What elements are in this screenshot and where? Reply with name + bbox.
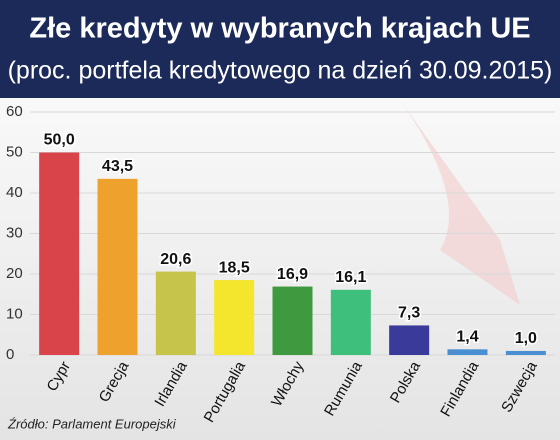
chart-title: Złe kredyty w wybranych krajach UE (29, 13, 530, 45)
y-tick-label: 50 (6, 143, 23, 160)
value-label: 18,5 (219, 259, 250, 276)
bar (330, 289, 371, 355)
decor-arrow (400, 100, 520, 305)
chart-subtitle: (proc. portfela kredytowego na dzień 30.… (8, 57, 553, 85)
value-label: 16,1 (335, 269, 366, 286)
value-label: 50,0 (44, 132, 75, 149)
bar (39, 152, 80, 355)
y-tick-label: 20 (6, 265, 23, 282)
y-tick-label: 40 (6, 184, 23, 201)
y-tick-label: 60 (6, 103, 23, 120)
bar (155, 271, 196, 355)
y-tick-label: 30 (6, 224, 23, 241)
bar (97, 178, 138, 355)
value-label: 1,4 (456, 329, 478, 346)
header (0, 0, 560, 98)
value-label: 7,3 (398, 305, 420, 322)
bar (389, 325, 430, 355)
bar (214, 280, 255, 355)
y-tick-label: 10 (6, 305, 23, 322)
value-label: 16,9 (277, 266, 308, 283)
bar (447, 349, 488, 355)
y-tick-label: 0 (6, 346, 14, 363)
value-label: 20,6 (160, 251, 191, 268)
source: Źródło: Parlament Europejski (7, 416, 177, 431)
value-label: 1,0 (515, 330, 537, 347)
value-label: 43,5 (102, 158, 133, 175)
bar (505, 350, 546, 355)
bar (272, 286, 313, 355)
